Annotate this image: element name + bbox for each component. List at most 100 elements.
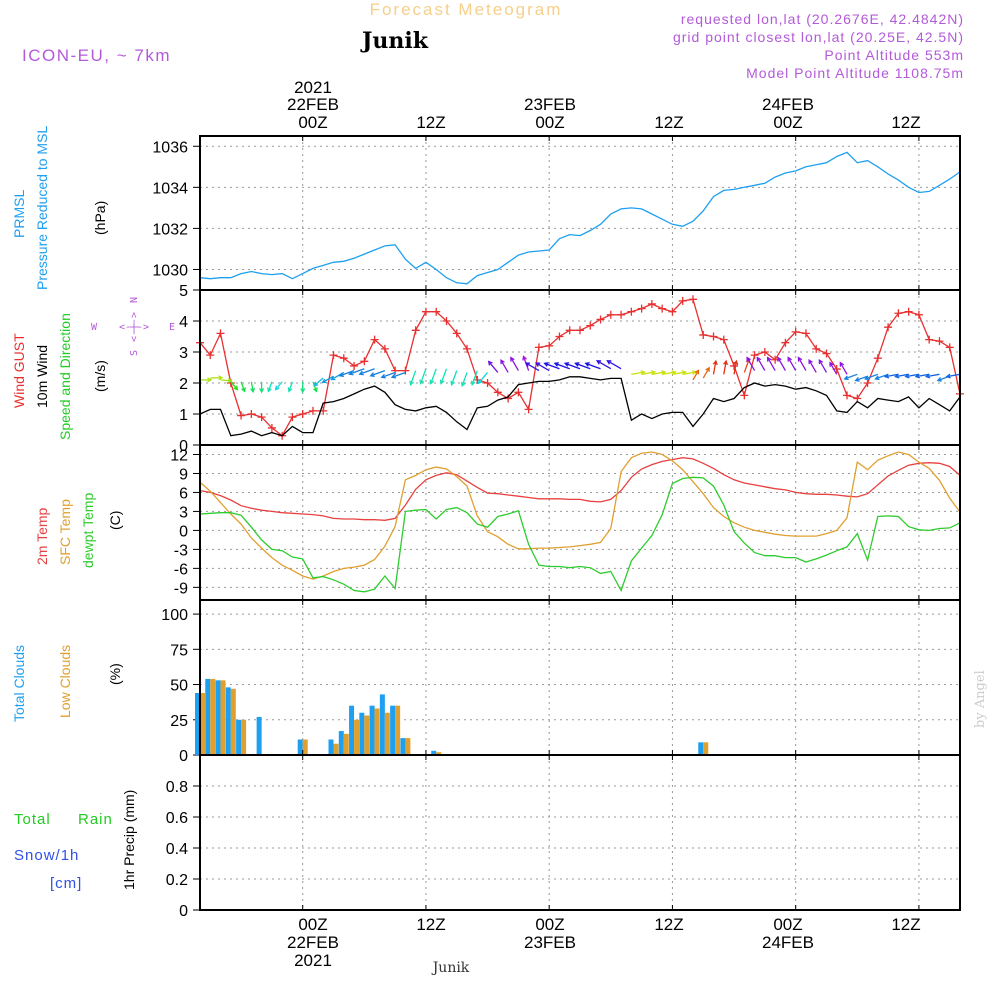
y-tick-label: 75 [170, 642, 188, 659]
wind-arrow-head [606, 360, 612, 365]
clouds-bar [359, 712, 365, 755]
wind-arrow-head [563, 362, 570, 367]
gust-marker [925, 335, 934, 344]
wind-arrow-head [313, 387, 318, 393]
wind-arrow [895, 373, 909, 378]
temp-2m-label: 2m Temp [34, 507, 50, 565]
compass-vertical-arrow: <-|-> [129, 312, 140, 342]
gust-marker [668, 307, 677, 316]
wind-arrow-head [358, 370, 364, 376]
bottom-hour-label: 12Z [891, 915, 920, 934]
wind-arrow [905, 373, 920, 378]
wind-arrow-head [874, 375, 880, 381]
total-clouds-label: Total Clouds [11, 645, 27, 722]
wind-arrow-head [936, 377, 942, 382]
gust-marker [452, 329, 461, 338]
bottom-date-label: 22FEB [287, 933, 339, 952]
y-tick-label: 0 [179, 523, 188, 540]
clouds-bar [354, 719, 360, 755]
prmsl-labels: PRMSL Pressure Reduced to MSL (hPa) [11, 126, 108, 290]
wind-arrow [488, 361, 499, 373]
wind-arrow [451, 370, 458, 385]
wind-arrow-head [733, 359, 739, 366]
wind-arrow [818, 359, 828, 373]
wind-arrow [313, 377, 324, 387]
gust-marker [350, 361, 359, 370]
top-date-label: 22FEB [287, 95, 339, 114]
model-label: ICON-EU, ~ 7km [22, 46, 171, 65]
clouds-bar [333, 743, 339, 755]
gust-marker [524, 405, 533, 414]
bottom-hour-label: 00Z [535, 915, 564, 934]
gust-marker [534, 343, 543, 352]
wind-arrow-head [330, 375, 336, 381]
wind-arrow-head [945, 373, 951, 379]
wind-arrow [946, 373, 961, 378]
gust-marker [216, 329, 225, 338]
wind-arrow-head [338, 372, 345, 377]
bottom-year-label: 2021 [294, 951, 332, 970]
gust-marker [801, 329, 810, 338]
clouds-bar [364, 715, 370, 755]
gust-marker [678, 296, 687, 305]
chart-panels: 1030103210341036012345129630-3-6-9025507… [152, 135, 964, 920]
y-tick-label: 0.6 [166, 810, 188, 827]
wind-arrow-head [712, 359, 718, 366]
wind-arrow-head [924, 373, 931, 379]
temp-labels: 2m Temp SFC Temp dewpt Temp (C) [34, 493, 123, 568]
wind-arrow-head [553, 362, 559, 367]
bottom-hour-label: 12Z [654, 915, 683, 934]
clouds-bar [369, 705, 375, 755]
chart-title: Forecast Meteogram [370, 0, 563, 19]
wind-arrow-head [808, 358, 813, 365]
compass-w: W [91, 322, 98, 333]
wind-arrow [419, 368, 427, 384]
gridpoint-coords: grid point closest lon,lat (20.25E, 42.5… [673, 29, 964, 45]
wind-arrow-head [524, 362, 530, 367]
wind-arrow-head [694, 369, 700, 375]
wind-arrow [839, 362, 848, 375]
compass-horizontal-arrow: <-|-> [119, 322, 149, 333]
clouds-bar [241, 719, 247, 755]
clouds-bar [436, 752, 442, 755]
wind-arrow [607, 360, 622, 370]
wind-arrow-head [584, 362, 590, 367]
prmsl-frame [199, 135, 961, 291]
wind-unit: (m/s) [92, 360, 108, 392]
wind-arrow-head [777, 356, 782, 362]
wind-arrow-head [894, 373, 900, 379]
gust-marker [308, 406, 317, 415]
y-tick-label: 1030 [152, 262, 188, 279]
wind-arrow-head [460, 381, 466, 388]
clouds-bar [338, 731, 344, 755]
gust-marker [647, 299, 656, 308]
wind-arrow [544, 362, 560, 370]
wind-arrow [743, 358, 750, 373]
wind-arrow [844, 373, 858, 380]
clouds-bar [200, 693, 205, 755]
wind-arrow-head [429, 379, 435, 385]
wind-arrow-head [723, 359, 729, 366]
wind-series-line [199, 298, 961, 437]
wind-arrow-head [756, 356, 762, 362]
y-tick-label: 2 [179, 376, 188, 393]
wind-arrow [787, 357, 797, 371]
clouds-bar [230, 688, 236, 755]
bottom-hour-label: 12Z [416, 915, 445, 934]
gust-marker [945, 343, 954, 352]
wind-arrow [672, 371, 686, 375]
clouds-bar [349, 705, 355, 755]
wind-arrow [220, 379, 232, 382]
point-altitude: Point Altitude 553m [824, 47, 964, 63]
wind-arrow [370, 369, 386, 377]
gust-marker [617, 310, 626, 319]
wind-arrow-head [241, 387, 246, 393]
wind-arrow [322, 375, 334, 384]
gust-marker [781, 338, 790, 347]
gust-marker [688, 295, 697, 304]
wind-arrow-head [883, 373, 890, 379]
precip-labels: Total Rain Snow/1h [cm] 1hr Precip (mm) [14, 790, 137, 892]
wind-arrow [926, 373, 940, 378]
gust-marker [812, 344, 821, 353]
temp-series-line [199, 451, 961, 580]
